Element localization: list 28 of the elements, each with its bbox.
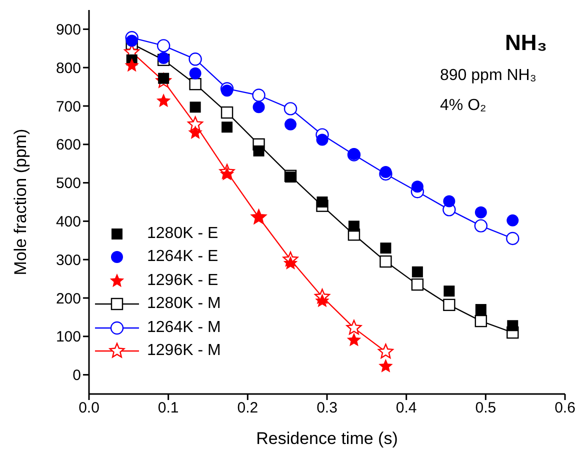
x-tick-label: 0.2 [237, 400, 258, 417]
annotation: NH₃ [505, 30, 547, 55]
legend-label: 1296K - E [147, 272, 218, 290]
y-tick-label: 0 [72, 367, 81, 384]
y-tick-label: 700 [56, 98, 81, 116]
legend-label: 1280K - E [147, 224, 218, 243]
legend-label: 1264K - E [147, 248, 218, 266]
y-tick-label: 200 [56, 290, 81, 308]
x-tick-label: 0.5 [475, 400, 496, 417]
x-tick-label: 0.4 [396, 400, 417, 417]
legend-label: 1264K - M [147, 318, 221, 337]
y-tick-label: 100 [56, 328, 81, 346]
x-axis-title: Residence time (s) [256, 429, 398, 448]
y-tick-label: 500 [56, 175, 81, 192]
y-tick-label: 300 [56, 252, 81, 269]
legend-label: 1280K - M [147, 295, 221, 314]
y-axis-title: Mole fraction (ppm) [11, 128, 30, 276]
annotation: 4% O₂ [440, 97, 486, 114]
y-tick-label: 600 [56, 136, 81, 154]
y-tick-label: 900 [56, 22, 81, 39]
legend-label: 1296K - M [147, 342, 221, 360]
x-tick-label: 0.6 [554, 400, 576, 417]
x-tick-label: 0.0 [78, 400, 100, 417]
annotation: 890 ppm NH₃ [440, 67, 536, 84]
y-tick-label: 400 [56, 214, 81, 231]
x-tick-label: 0.1 [158, 400, 179, 417]
x-tick-label: 0.3 [316, 400, 338, 417]
y-tick-label: 800 [56, 60, 81, 77]
